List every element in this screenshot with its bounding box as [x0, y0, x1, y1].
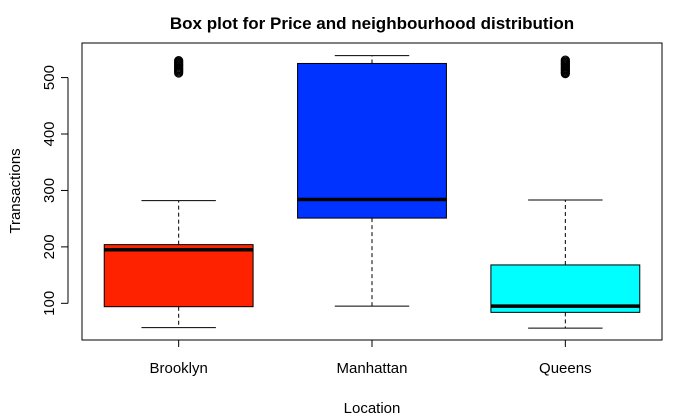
boxes: [103, 55, 641, 329]
y-axis: 100 200 300 400 500: [41, 65, 69, 316]
y-axis-label: Transactions: [7, 148, 24, 233]
box-queens: [490, 55, 641, 329]
y-tick-label: 400: [41, 121, 58, 146]
box-brooklyn: [103, 56, 254, 329]
outlier-point: [174, 56, 184, 66]
iqr-box: [297, 62, 447, 219]
x-tick-label: Manhattan: [337, 360, 408, 377]
y-tick-label: 200: [41, 234, 58, 259]
x-axis: Brooklyn Manhattan Queens: [149, 339, 592, 377]
y-tick-label: 300: [41, 178, 58, 203]
x-tick-label: Brooklyn: [149, 360, 207, 377]
y-tick-label: 100: [41, 291, 58, 316]
iqr-box: [103, 244, 254, 308]
x-axis-label: Location: [344, 400, 401, 417]
outlier-point: [560, 55, 570, 65]
chart-title: Box plot for Price and neighbourhood dis…: [170, 14, 574, 33]
box-manhattan: [297, 55, 447, 307]
y-tick-label: 500: [41, 65, 58, 90]
x-tick-label: Queens: [539, 360, 592, 377]
